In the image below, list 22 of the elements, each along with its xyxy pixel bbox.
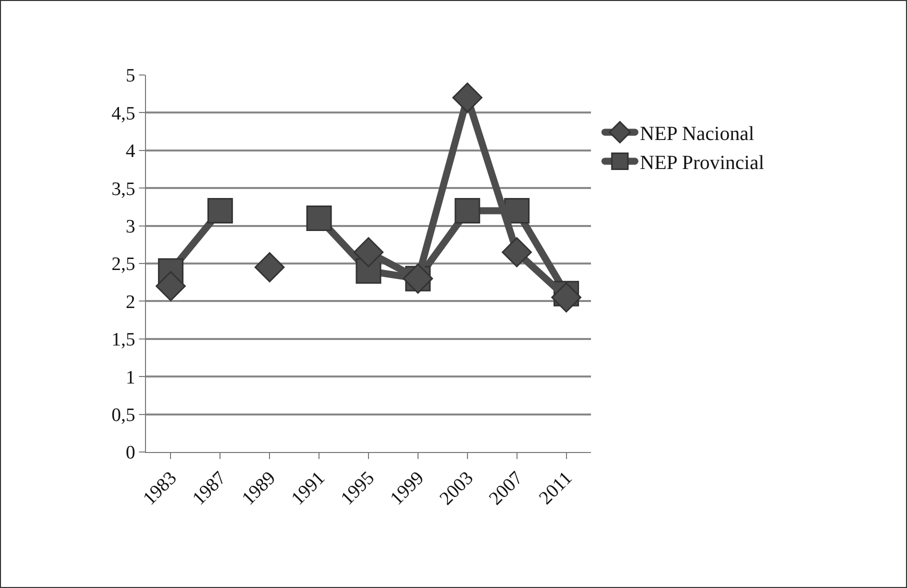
legend-label: NEP Nacional [640,123,755,145]
y-tick-label: 5 [126,66,136,87]
y-tick-label: 2 [126,292,136,313]
y-tick-label: 2,5 [111,254,136,276]
point [156,271,186,302]
legend-label: NEP Provincial [640,152,765,174]
y-tick-label: 0,5 [111,404,136,426]
point [353,237,384,268]
point [452,82,482,113]
point [551,282,582,312]
point [454,198,480,224]
y-tick-label: 0 [126,442,136,464]
y-tick-label: 3,5 [111,178,136,200]
point [502,237,532,268]
point [306,206,332,232]
point [254,252,285,282]
y-tick-label: 4 [126,141,136,162]
y-tick-label: 1 [126,367,136,388]
y-tick-label: 3 [126,216,136,238]
x-tick-label: 2011 [535,468,577,509]
y-tick-label: 4,5 [111,103,136,124]
y-tick-label: 1,5 [111,330,136,351]
